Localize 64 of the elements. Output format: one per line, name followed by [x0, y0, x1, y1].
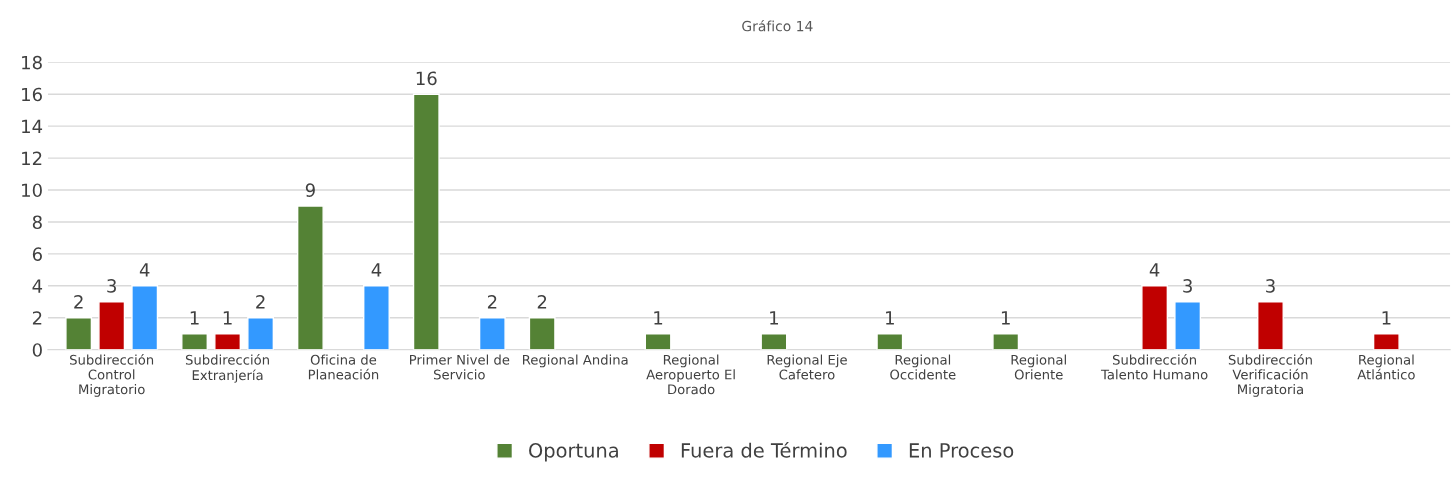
data-label: 9 — [305, 183, 315, 197]
data-label: 1 — [770, 311, 779, 325]
y-tick-label: 12 — [22, 151, 42, 165]
y-tick-label: 18 — [22, 55, 42, 70]
legend-label: En Proceso — [909, 443, 1014, 458]
legend-label: Oportuna — [529, 443, 618, 462]
y-tick-label: 6 — [32, 247, 42, 261]
x-tick-label: Oficina de Planeación — [308, 354, 379, 380]
data-label: 3 — [1183, 279, 1192, 293]
bar — [1141, 285, 1169, 350]
x-tick-label: Subdirección Talento Humano — [1100, 354, 1208, 380]
bar — [214, 333, 242, 350]
data-label: 1 — [223, 311, 232, 325]
bar — [478, 317, 506, 350]
data-label: 2 — [487, 295, 497, 309]
bar — [98, 301, 126, 350]
data-label: 1 — [1001, 311, 1010, 325]
bar — [131, 285, 159, 350]
y-tick-label: 8 — [32, 215, 42, 230]
bar — [412, 93, 440, 350]
bar — [1174, 301, 1202, 350]
data-label: 3 — [107, 279, 116, 293]
data-label: 3 — [1266, 279, 1275, 293]
x-tick-label: Regional Eje Cafetero — [767, 354, 847, 380]
data-label: 4 — [139, 263, 150, 277]
legend-label: Fuera de Término — [681, 441, 847, 458]
x-tick-label: Regional Atlántico — [1357, 354, 1415, 380]
data-label: 16 — [416, 71, 437, 86]
data-label: 4 — [371, 263, 382, 277]
data-label: 1 — [1382, 311, 1391, 325]
y-tick-label: 4 — [32, 279, 43, 293]
data-label: 2 — [74, 295, 83, 309]
y-tick-label: 10 — [22, 183, 42, 198]
bar — [876, 333, 904, 350]
x-tick-label: Regional Occidente — [890, 354, 956, 380]
x-tick-label: Primer Nivel de Servicio — [410, 354, 510, 380]
x-tick-label: Subdirección Control Migratorio — [70, 354, 154, 397]
x-tick-label: Regional Oriente — [1011, 354, 1066, 380]
bar — [1257, 301, 1284, 350]
y-tick-label: 16 — [22, 87, 42, 102]
bar — [181, 333, 208, 350]
data-label: 1 — [190, 311, 199, 325]
bar — [247, 317, 275, 350]
bar — [363, 285, 390, 350]
data-label: 2 — [256, 295, 265, 309]
bar — [296, 205, 324, 350]
y-tick-label: 0 — [32, 343, 42, 357]
bar — [528, 317, 556, 350]
x-tick-label: Regional Andina — [523, 354, 628, 368]
x-tick-label: Subdirección Verificación Migratoria — [1228, 354, 1312, 397]
bar — [1372, 333, 1400, 350]
data-label: 1 — [886, 311, 894, 325]
bar — [65, 317, 93, 350]
data-label: 4 — [1149, 263, 1160, 277]
y-tick-label: 14 — [22, 119, 43, 133]
x-tick-label: Subdirección Extranjería — [185, 354, 269, 383]
bar — [992, 333, 1020, 350]
x-tick-label: Regional Aeropuerto El Dorado — [646, 354, 735, 395]
data-label: 1 — [654, 311, 663, 325]
data-label: 2 — [537, 295, 547, 309]
chart-subtitle: Gráfico 14 — [742, 20, 813, 32]
bar — [760, 333, 788, 350]
y-tick-label: 2 — [32, 311, 42, 325]
bar — [644, 333, 672, 350]
